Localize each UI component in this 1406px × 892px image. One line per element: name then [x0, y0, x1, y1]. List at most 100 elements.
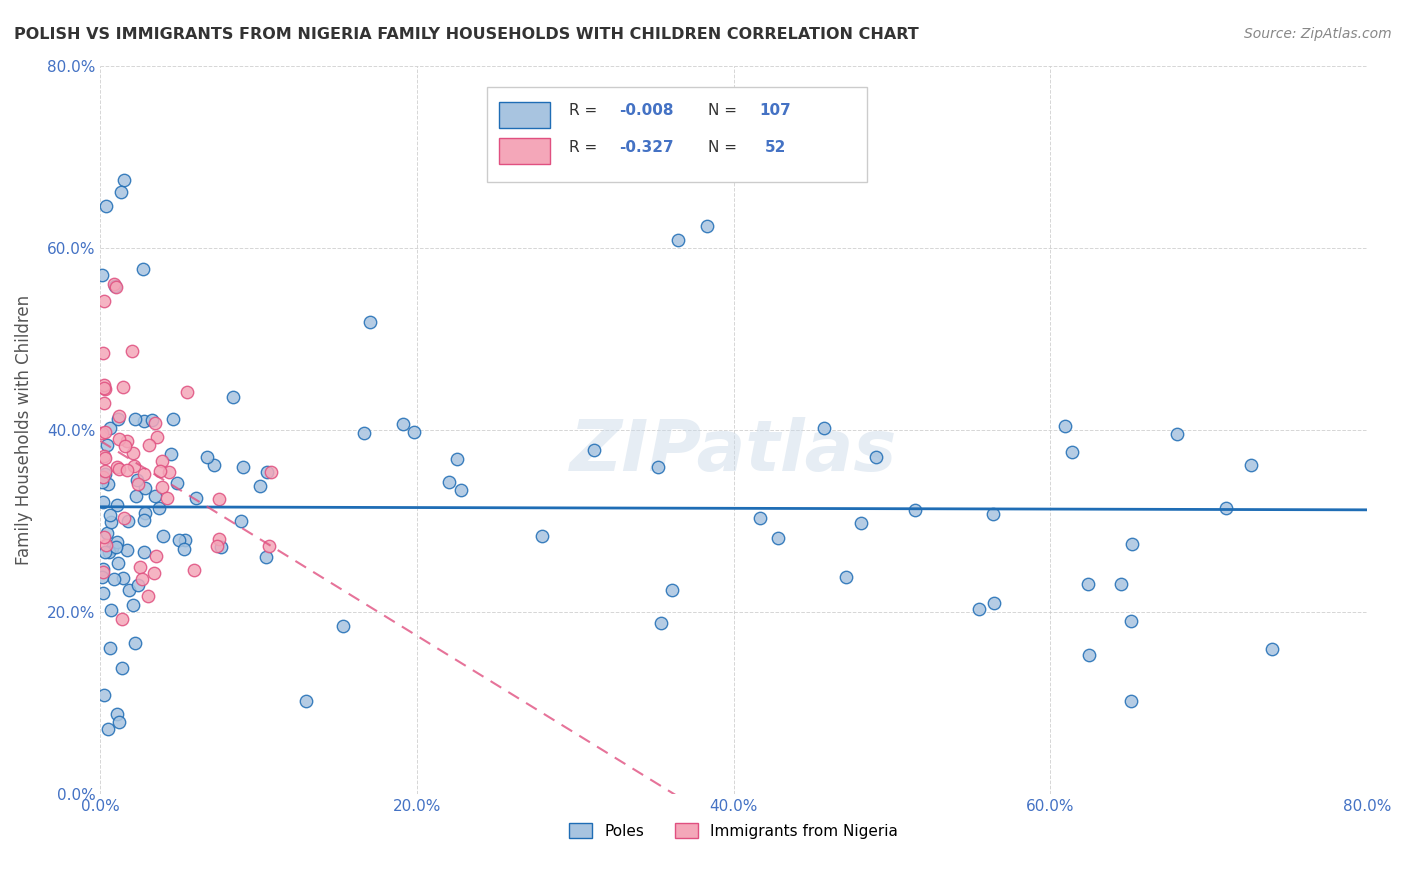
Point: [162, 411, 184, 425]
Point: [124, 489, 146, 503]
Point: [114, 439, 136, 453]
Legend: Poles, Immigrants from Nigeria: Poles, Immigrants from Nigeria: [564, 816, 904, 845]
Point: [749, 510, 772, 524]
Point: [108, 432, 131, 446]
Point: [93, 688, 115, 702]
Point: [93, 382, 115, 396]
Point: [173, 542, 195, 557]
Point: [208, 532, 231, 546]
Point: [90, 268, 112, 282]
Point: [184, 491, 207, 505]
Point: [696, 219, 718, 233]
Point: [143, 489, 166, 503]
Y-axis label: Family Households with Children: Family Households with Children: [15, 294, 32, 565]
Text: N =: N =: [709, 140, 742, 154]
Point: [1077, 648, 1099, 662]
Point: [167, 533, 190, 547]
Point: [983, 596, 1005, 610]
Point: [112, 380, 135, 394]
Point: [132, 513, 155, 527]
Point: [91, 346, 114, 360]
Point: [231, 514, 253, 528]
Point: [100, 515, 122, 529]
FancyBboxPatch shape: [499, 102, 550, 128]
Text: R =: R =: [569, 103, 602, 119]
Point: [647, 460, 669, 475]
Point: [111, 612, 134, 626]
Point: [202, 458, 225, 472]
Point: [93, 293, 115, 308]
FancyBboxPatch shape: [486, 87, 866, 182]
Point: [91, 495, 114, 509]
Point: [96, 538, 118, 552]
Point: [128, 560, 150, 574]
Point: [94, 425, 117, 439]
Point: [105, 498, 128, 512]
Text: N =: N =: [709, 103, 742, 119]
Point: [100, 541, 122, 555]
Point: [661, 583, 683, 598]
Point: [93, 449, 115, 463]
Point: [166, 475, 188, 490]
Point: [94, 464, 117, 478]
Point: [249, 479, 271, 493]
Point: [183, 563, 205, 577]
Point: [353, 425, 375, 440]
Point: [93, 396, 115, 410]
Point: [232, 459, 254, 474]
Point: [149, 465, 172, 479]
Point: [134, 507, 156, 521]
Point: [96, 438, 118, 452]
Point: [155, 491, 177, 506]
Point: [666, 233, 689, 247]
Point: [849, 516, 872, 531]
Point: [531, 529, 554, 543]
Point: [1121, 694, 1143, 708]
Point: [127, 477, 149, 491]
Point: [93, 377, 115, 392]
Point: [105, 535, 128, 549]
Point: [138, 438, 160, 452]
Text: 52: 52: [765, 140, 786, 154]
Point: [91, 475, 114, 489]
Point: [103, 277, 125, 291]
Point: [91, 586, 114, 600]
Point: [104, 278, 127, 293]
Point: [650, 616, 672, 631]
Point: [96, 199, 118, 213]
Point: [98, 545, 121, 559]
Point: [127, 474, 149, 488]
Point: [260, 465, 283, 479]
Point: [107, 462, 129, 476]
Point: [143, 566, 166, 580]
Point: [121, 344, 143, 359]
Point: [98, 640, 121, 655]
Point: [104, 540, 127, 554]
Point: [115, 463, 138, 477]
Point: [813, 421, 835, 435]
Point: [117, 434, 139, 448]
Point: [209, 541, 232, 555]
Point: [766, 531, 789, 545]
Point: [1109, 577, 1132, 591]
Point: [150, 480, 173, 494]
Text: -0.327: -0.327: [620, 140, 673, 154]
Point: [103, 572, 125, 586]
Point: [865, 450, 887, 464]
Point: [208, 491, 231, 506]
Point: [124, 412, 146, 426]
Point: [254, 549, 277, 564]
Point: [107, 409, 129, 424]
Point: [157, 465, 180, 479]
Point: [94, 451, 117, 466]
Point: [174, 533, 197, 547]
Point: [110, 185, 132, 199]
Point: [295, 694, 318, 708]
Point: [105, 459, 128, 474]
Point: [583, 442, 606, 457]
Point: [1260, 641, 1282, 656]
Point: [93, 467, 115, 481]
Point: [111, 661, 134, 675]
Point: [93, 530, 115, 544]
Point: [136, 590, 159, 604]
